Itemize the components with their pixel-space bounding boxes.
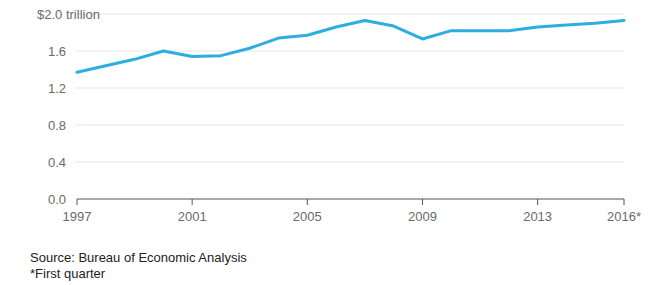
source: Source: Bureau of Economic Analysis [30,250,247,265]
x-tick [624,199,625,205]
grid-line [75,125,624,126]
y-tick-label: $2.0 trillion [37,7,100,22]
x-tick-label: 2009 [408,209,437,224]
y-tick-label: 0.0 [48,192,66,207]
chart: 0.0 0.4 0.8 1.2 1.6 $2.0 trillion 1997 2001 2005… [0,0,667,285]
x-tick-label: 2001 [178,209,207,224]
grid-line [75,14,624,15]
x-tick [422,199,423,205]
x-tick [307,199,308,205]
x-axis [77,198,624,199]
x-tick-label: 1997 [63,209,92,224]
y-tick-label: 0.4 [48,155,66,170]
x-tick-label: 2005 [293,209,322,224]
x-tick [537,199,538,205]
x-tick-label: 2013 [523,209,552,224]
x-tick [77,199,78,205]
note: *First quarter [30,266,106,281]
x-tick-label: 2016* [607,209,641,224]
y-tick-label: 1.6 [48,44,66,59]
y-tick-label: 0.8 [48,118,66,133]
plot-area [77,20,624,72]
grid-line [75,88,624,89]
y-tick-label: 1.2 [48,81,66,96]
data-line [77,20,624,72]
grid-line [75,162,624,163]
x-tick [192,199,193,205]
